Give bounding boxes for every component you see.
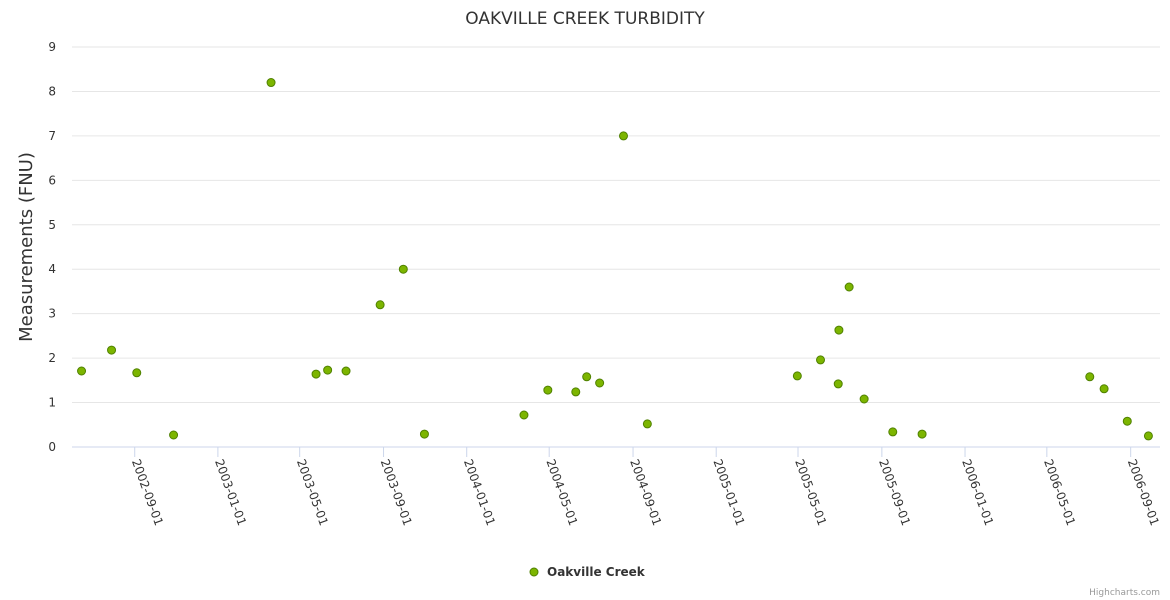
data-point[interactable] xyxy=(888,427,898,437)
x-tick-label: 2006-09-01 xyxy=(1125,457,1162,527)
y-tick-label: 2 xyxy=(48,351,56,365)
chart-title: OAKVILLE CREEK TURBIDITY xyxy=(465,9,705,29)
x-tick-label: 2003-05-01 xyxy=(294,457,331,527)
data-point[interactable] xyxy=(833,379,843,389)
data-point[interactable] xyxy=(266,78,276,88)
data-point[interactable] xyxy=(1143,431,1153,441)
y-tick-label: 7 xyxy=(48,129,56,143)
x-tick-label: 2004-09-01 xyxy=(627,457,664,527)
y-tick-label: 0 xyxy=(48,440,56,454)
data-point[interactable] xyxy=(859,394,869,404)
x-tick-label: 2004-01-01 xyxy=(461,457,498,527)
x-tick-label: 2006-01-01 xyxy=(959,457,996,527)
data-point[interactable] xyxy=(917,429,927,439)
legend-item[interactable]: Oakville Creek xyxy=(529,565,646,579)
y-tick-label: 8 xyxy=(48,84,56,98)
data-point[interactable] xyxy=(834,325,844,335)
y-tick-label: 9 xyxy=(48,40,56,54)
data-point[interactable] xyxy=(169,430,179,440)
y-axis-label: Measurements (FNU) xyxy=(16,152,37,342)
legend-marker-icon xyxy=(529,567,539,577)
legend-label: Oakville Creek xyxy=(547,565,646,579)
data-point[interactable] xyxy=(419,429,429,439)
data-point[interactable] xyxy=(132,368,142,378)
x-tick-label: 2002-09-01 xyxy=(129,457,166,527)
data-point[interactable] xyxy=(618,131,628,141)
y-tick-label: 5 xyxy=(48,218,56,232)
y-tick-label: 6 xyxy=(48,173,56,187)
data-point[interactable] xyxy=(311,369,321,379)
data-point[interactable] xyxy=(1122,416,1132,426)
data-point[interactable] xyxy=(398,264,408,274)
data-point[interactable] xyxy=(816,355,826,365)
data-point[interactable] xyxy=(543,385,553,395)
data-point[interactable] xyxy=(341,366,351,376)
data-point[interactable] xyxy=(792,371,802,381)
x-tick-label: 2006-05-01 xyxy=(1041,457,1078,527)
data-point[interactable] xyxy=(107,345,117,355)
y-tick-label: 1 xyxy=(48,396,56,410)
x-tick-label: 2003-01-01 xyxy=(212,457,249,527)
data-point[interactable] xyxy=(1085,372,1095,382)
data-point[interactable] xyxy=(595,378,605,388)
data-point[interactable] xyxy=(519,410,529,420)
data-point[interactable] xyxy=(1099,384,1109,394)
data-point[interactable] xyxy=(571,387,581,397)
data-point[interactable] xyxy=(582,372,592,382)
y-tick-label: 4 xyxy=(48,262,56,276)
data-point[interactable] xyxy=(77,366,87,376)
x-tick-label: 2005-01-01 xyxy=(710,457,747,527)
x-tick-label: 2005-09-01 xyxy=(876,457,913,527)
data-point[interactable] xyxy=(642,419,652,429)
x-tick-label: 2003-09-01 xyxy=(378,457,415,527)
x-tick-label: 2004-05-01 xyxy=(543,457,580,527)
data-point[interactable] xyxy=(375,300,385,310)
y-tick-label: 3 xyxy=(48,307,56,321)
x-tick-label: 2005-05-01 xyxy=(792,457,829,527)
data-point[interactable] xyxy=(844,282,854,292)
data-point[interactable] xyxy=(323,365,333,375)
credits-link[interactable]: Highcharts.com xyxy=(1089,588,1160,598)
